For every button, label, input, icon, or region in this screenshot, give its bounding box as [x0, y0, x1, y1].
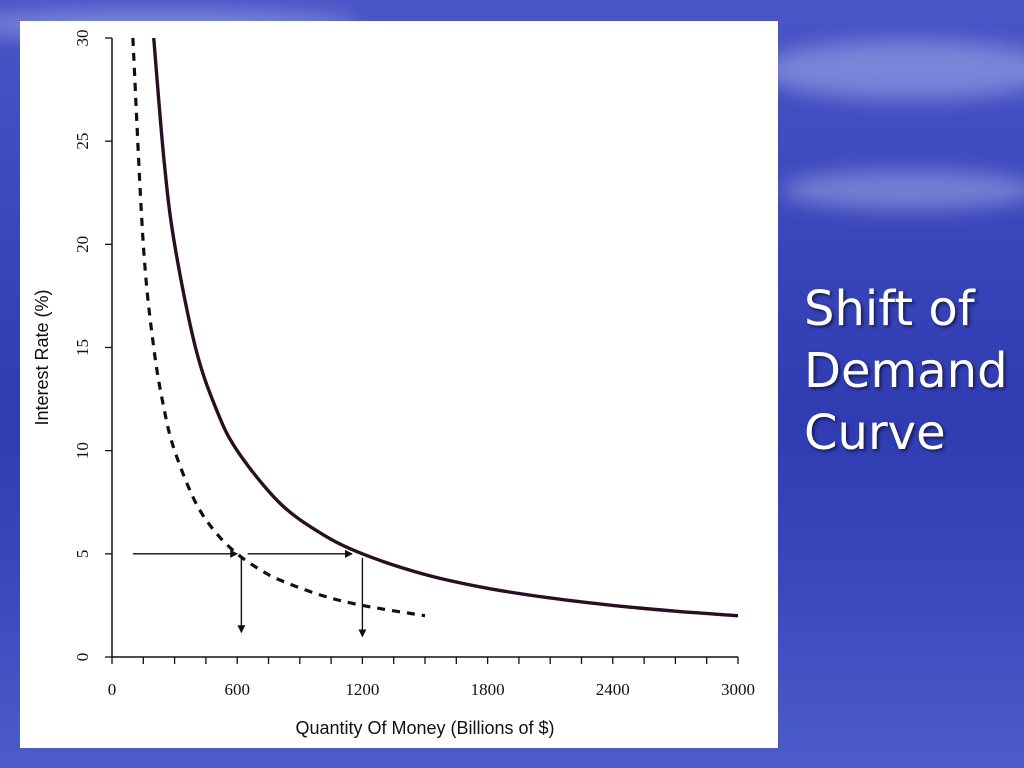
background-highlight	[780, 170, 1024, 210]
chart: 0 600 1200 1800 2400 3000 0 5 10 15 20 25 30 Quantit…	[32, 30, 755, 739]
series-group	[131, 37, 739, 618]
x-axis-title: Quantity Of Money (Billions of $)	[295, 718, 554, 738]
y-axis-title: Interest Rate (%)	[32, 289, 52, 425]
y-tick-label: 25	[73, 133, 92, 150]
y-tick-label: 15	[73, 339, 92, 356]
slide-title-line: Curve	[804, 405, 946, 461]
y-tick-label: 10	[73, 442, 92, 459]
y-tick-label: 5	[73, 550, 92, 559]
axes: 0 600 1200 1800 2400 3000 0 5 10 15 20 25 30	[73, 30, 755, 700]
slide-title: Shift of Demand Curve	[804, 278, 1019, 464]
y-tick-label: 30	[73, 30, 92, 47]
y-tick-label: 20	[73, 236, 92, 253]
annotations	[132, 549, 367, 638]
x-tick-label: 1200	[345, 680, 379, 699]
demand-curve-shifted-dashed	[131, 37, 426, 618]
x-tick-label: 1800	[471, 680, 505, 699]
x-tick-label: 2400	[596, 680, 630, 699]
y-tick-label: 0	[73, 653, 92, 662]
slide-title-line: Shift of	[804, 281, 975, 337]
demand-curve-solid	[152, 37, 739, 618]
chart-panel: 0 600 1200 1800 2400 3000 0 5 10 15 20 25 30 Quantit…	[20, 21, 778, 748]
x-tick-label: 0	[108, 680, 117, 699]
x-tick-label: 3000	[721, 680, 755, 699]
x-tick-label: 600	[224, 680, 250, 699]
background-highlight	[760, 40, 1024, 100]
slide-title-line: Demand	[804, 343, 1008, 399]
